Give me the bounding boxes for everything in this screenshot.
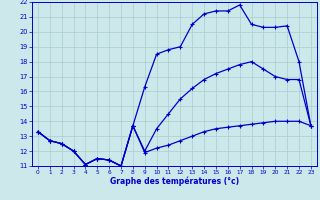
X-axis label: Graphe des températures (°c): Graphe des températures (°c) bbox=[110, 177, 239, 186]
